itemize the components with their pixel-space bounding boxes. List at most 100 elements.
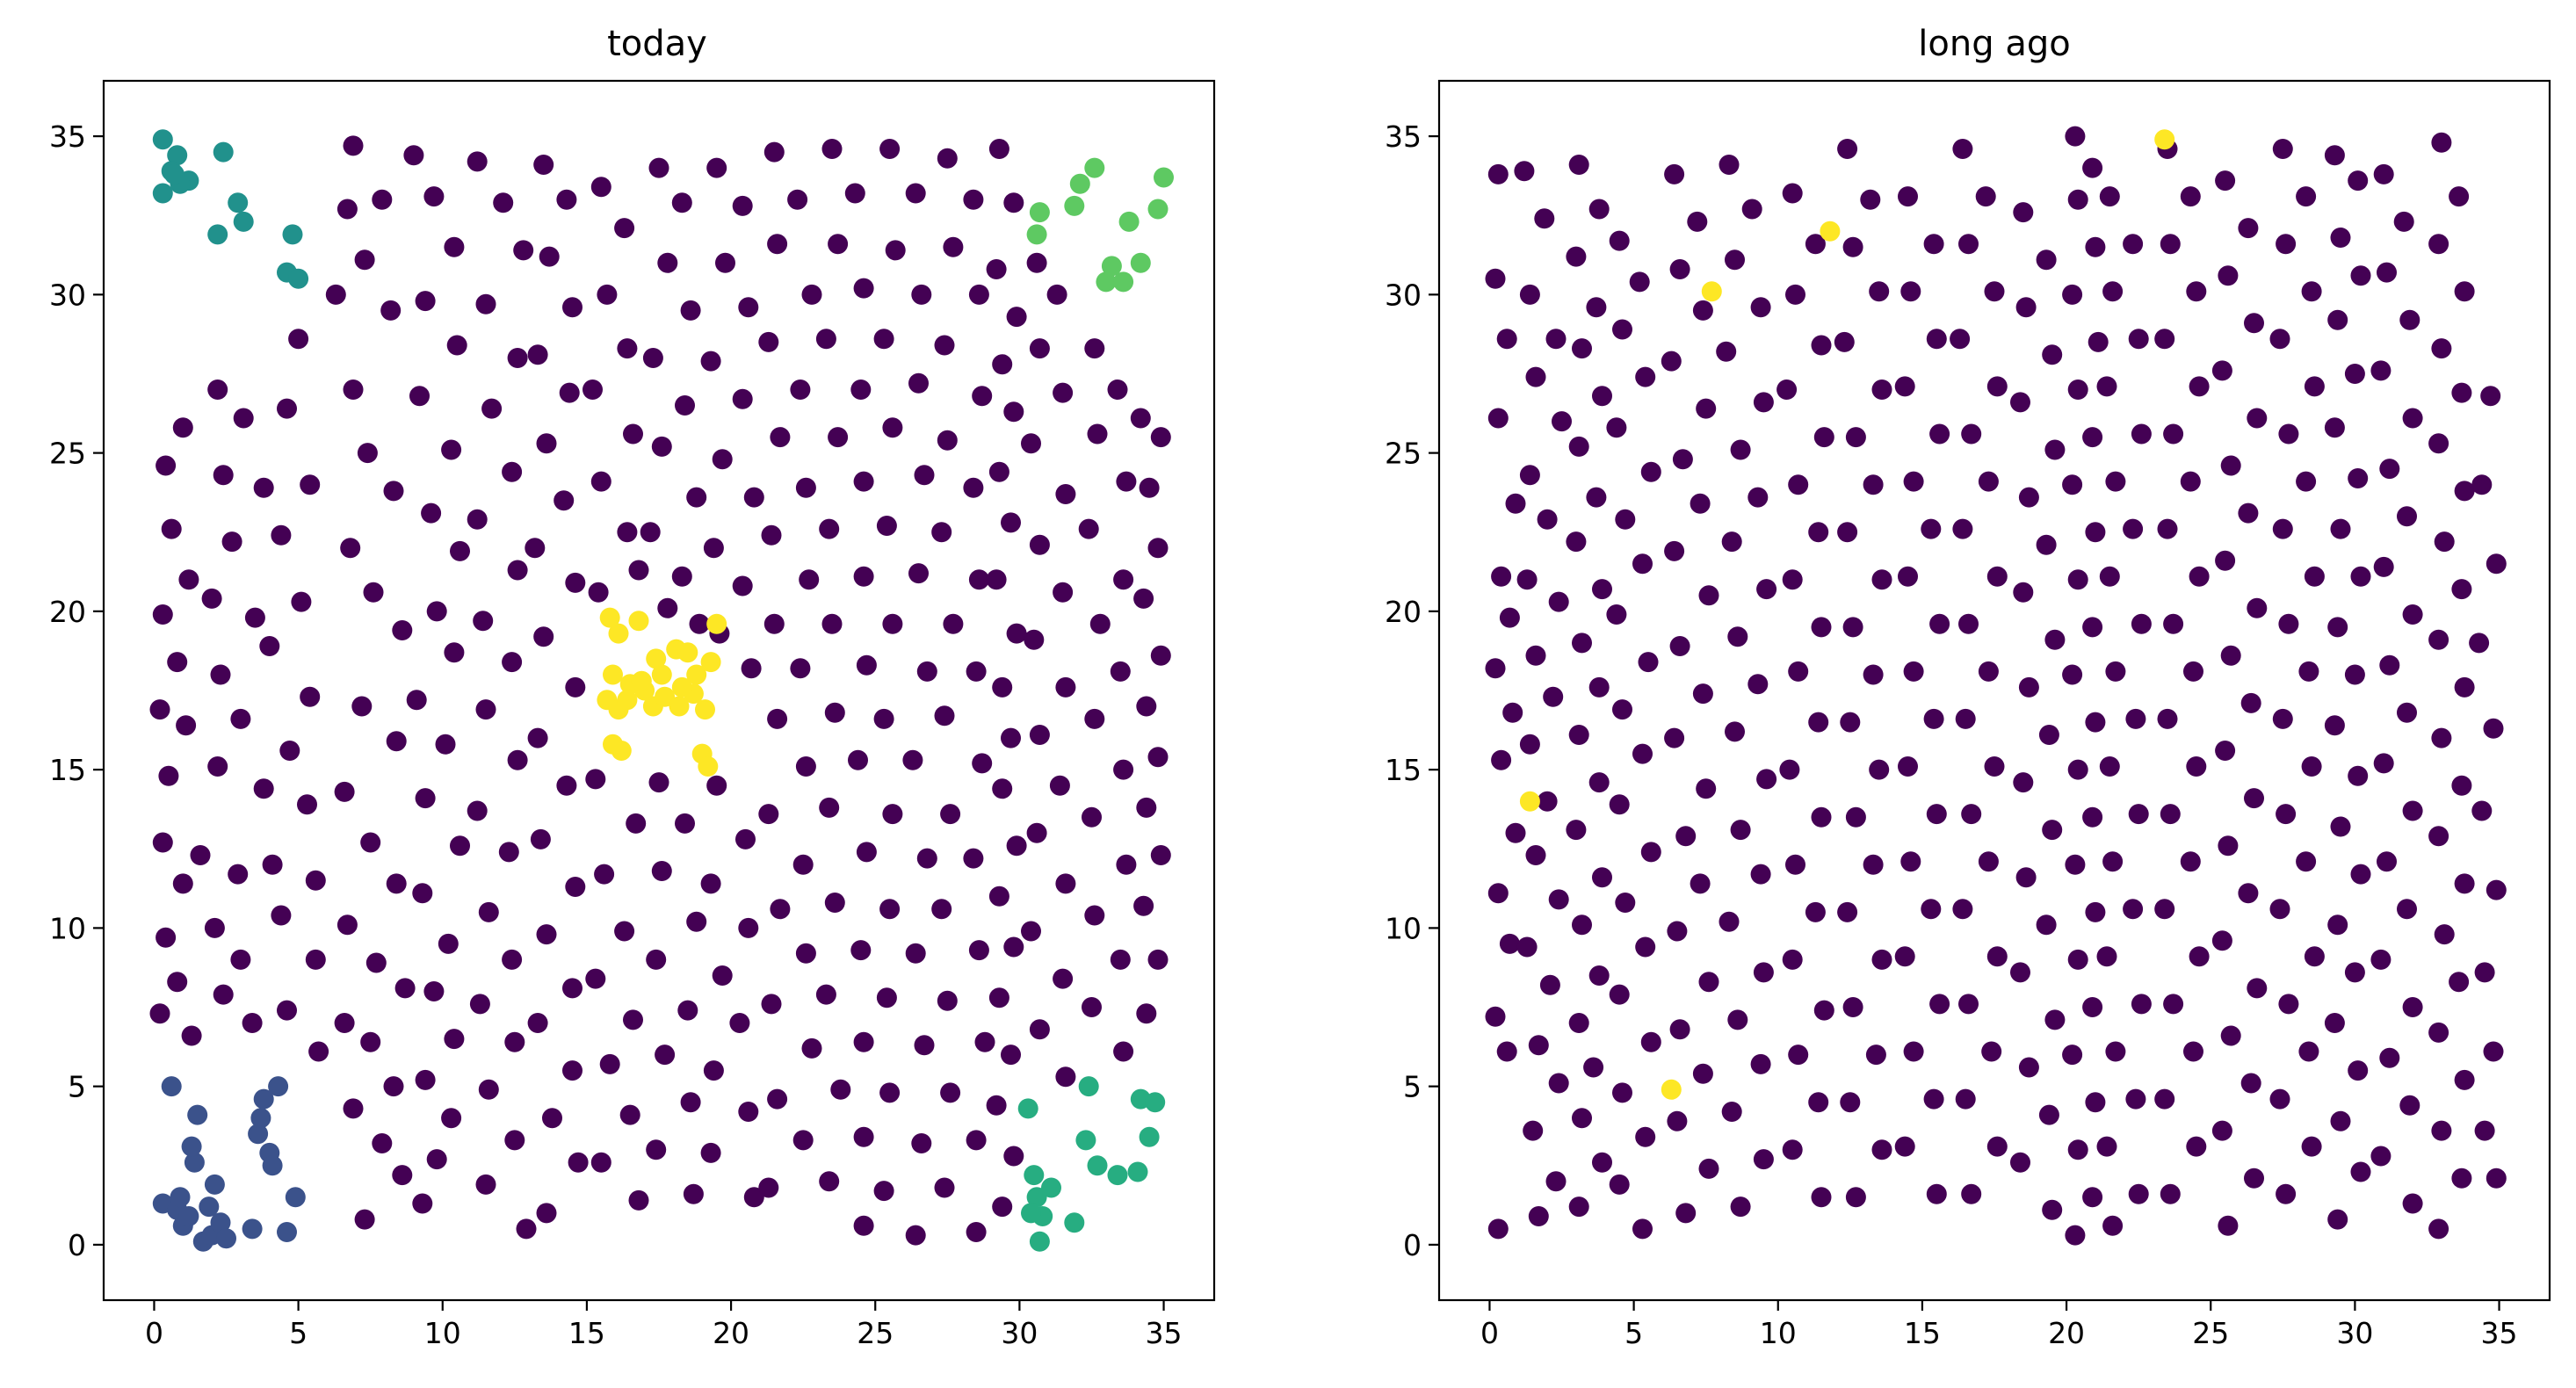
scatter-point-long-ago-s0-20: [1525, 366, 1546, 387]
scatter-point-long-ago-s0-342: [2278, 423, 2299, 445]
scatter-point-today-s0-77: [415, 291, 436, 312]
scatter-point-long-ago-s0-207: [1958, 613, 1979, 634]
scatter-point-today-s0-164: [671, 192, 692, 213]
scatter-point-today-s0-188: [738, 297, 759, 318]
scatter-point-today-s0-208: [787, 189, 808, 210]
scatter-point-long-ago-s0-22: [1519, 465, 1540, 486]
scatter-point-today-s3-11: [1145, 1092, 1166, 1113]
scatter-point-today-s5-24: [698, 756, 719, 777]
scatter-point-long-ago-s0-178: [1926, 329, 1947, 350]
scatter-point-today-s0-76: [444, 236, 465, 257]
scatter-point-today-s0-292: [940, 804, 961, 825]
scatter-point-long-ago-s0-379: [2330, 1110, 2351, 1131]
scatter-point-long-ago-s0-21: [1552, 411, 1572, 432]
scatter-point-today-s0-124: [527, 344, 548, 365]
scatter-point-long-ago-s0-134: [1776, 380, 1798, 400]
scatter-point-long-ago-s0-325: [2215, 741, 2236, 761]
scatter-point-long-ago-s0-100: [1667, 921, 1688, 942]
scatter-point-today-s4-7: [1118, 211, 1140, 232]
scatter-point-today-s0-318: [988, 987, 1009, 1008]
plot-frame-long-ago: [1437, 79, 2551, 1302]
scatter-point-today-s0-2: [161, 518, 182, 539]
scatter-point-long-ago-s0-367: [2330, 518, 2351, 539]
scatter-point-long-ago-s0-243: [2082, 157, 2103, 178]
scatter-point-long-ago-s0-142: [1779, 759, 1800, 780]
scatter-point-today-s1-18: [268, 1076, 289, 1097]
scatter-point-today-s0-144: [614, 218, 635, 239]
scatter-point-long-ago-s0-41: [1566, 246, 1587, 267]
scatter-point-long-ago-s0-216: [1981, 1041, 2002, 1062]
scatter-point-long-ago-s0-314: [2238, 218, 2259, 239]
scatter-point-today-s5-26: [671, 676, 692, 698]
scatter-point-long-ago-s0-253: [2082, 617, 2103, 638]
scatter-point-long-ago-s0-232: [2013, 772, 2034, 793]
scatter-point-today-s0-25: [253, 778, 274, 799]
x-tick-label-long-ago-15: 15: [1904, 1316, 1941, 1350]
scatter-point-long-ago-s0-220: [2013, 202, 2034, 223]
scatter-point-long-ago-s0-50: [1588, 676, 1610, 698]
scatter-point-long-ago-s0-278: [2125, 708, 2146, 729]
scatter-point-long-ago-s0-236: [2010, 962, 2030, 983]
scatter-point-today-s3-4: [1041, 1177, 1061, 1198]
scatter-point-long-ago-s0-411: [2454, 481, 2475, 502]
scatter-point-today-s0-201: [712, 965, 733, 986]
scatter-point-today-s0-183: [646, 1139, 667, 1160]
scatter-point-today-s0-18: [253, 477, 274, 498]
scatter-point-today-s0-133: [556, 775, 577, 796]
scatter-point-today-s0-305: [1006, 307, 1027, 328]
scatter-point-long-ago-s0-419: [2454, 873, 2475, 894]
scatter-point-today-s2-9: [207, 224, 228, 245]
scatter-point-long-ago-s0-426: [2428, 1218, 2449, 1240]
scatter-point-long-ago-s0-26: [1525, 645, 1546, 666]
scatter-point-long-ago-s0-64: [1612, 319, 1632, 340]
scatter-point-long-ago-s0-2: [1496, 329, 1517, 350]
scatter-point-today-s0-69: [383, 1076, 404, 1097]
scatter-point-today-s0-85: [406, 690, 427, 711]
scatter-point-today-s5-22: [603, 734, 623, 755]
scatter-point-long-ago-s0-99: [1690, 873, 1711, 894]
scatter-point-long-ago-s0-48: [1592, 579, 1612, 600]
scatter-point-today-s0-340: [1055, 1066, 1076, 1088]
scatter-point-long-ago-s0-199: [1958, 234, 1979, 255]
scatter-point-long-ago-s0-160: [1837, 522, 1858, 543]
scatter-point-today-s0-96: [412, 1193, 433, 1214]
scatter-point-long-ago-s0-407: [2454, 281, 2475, 302]
scatter-point-today-s0-303: [1003, 192, 1024, 213]
scatter-point-today-s0-20: [201, 588, 222, 609]
scatter-point-today-s0-365: [1136, 797, 1157, 818]
scatter-point-today-s0-231: [844, 183, 865, 204]
scatter-point-long-ago-s0-192: [1929, 994, 1950, 1015]
scatter-point-long-ago-s0-397: [2397, 899, 2417, 920]
scatter-point-today-s0-152: [628, 560, 649, 581]
scatter-point-today-s0-44: [277, 1000, 297, 1021]
scatter-point-long-ago-s0-222: [2015, 297, 2037, 318]
scatter-point-long-ago-s0-293: [2186, 281, 2207, 302]
scatter-point-long-ago-s0-398: [2370, 949, 2391, 970]
scatter-point-today-s0-48: [336, 199, 358, 220]
scatter-point-long-ago-s0-69: [1632, 553, 1653, 575]
scatter-point-long-ago-s0-349: [2301, 756, 2322, 777]
scatter-point-long-ago-s0-434: [2474, 962, 2495, 983]
scatter-point-long-ago-s0-283: [2096, 946, 2117, 967]
scatter-point-today-s0-70: [343, 1098, 364, 1119]
scatter-point-long-ago-s0-430: [2469, 633, 2490, 654]
scatter-point-long-ago-s0-154: [1842, 236, 1863, 257]
scatter-point-long-ago-s0-385: [2399, 309, 2420, 330]
scatter-point-long-ago-s0-422: [2428, 1022, 2449, 1043]
scatter-point-today-s0-132: [527, 727, 548, 748]
scatter-point-long-ago-s0-266: [2065, 1225, 2086, 1246]
scatter-point-long-ago-s0-37: [1545, 1171, 1567, 1192]
scatter-point-long-ago-s0-408: [2431, 338, 2452, 359]
scatter-point-long-ago-s0-371: [2324, 715, 2345, 736]
scatter-point-today-s0-322: [992, 1196, 1013, 1218]
scatter-point-today-s0-131: [565, 676, 586, 698]
scatter-point-long-ago-s0-30: [1525, 845, 1546, 865]
scatter-point-today-s0-269: [916, 848, 937, 869]
scatter-point-today-s0-72: [392, 1165, 413, 1186]
scatter-point-today-s0-308: [988, 461, 1009, 482]
scatter-point-today-s0-317: [1003, 936, 1024, 958]
scatter-point-today-s0-239: [853, 566, 874, 587]
scatter-point-long-ago-s0-53: [1566, 820, 1587, 841]
scatter-point-long-ago-s0-383: [2393, 211, 2414, 232]
scatter-point-long-ago-s0-423: [2454, 1069, 2475, 1090]
